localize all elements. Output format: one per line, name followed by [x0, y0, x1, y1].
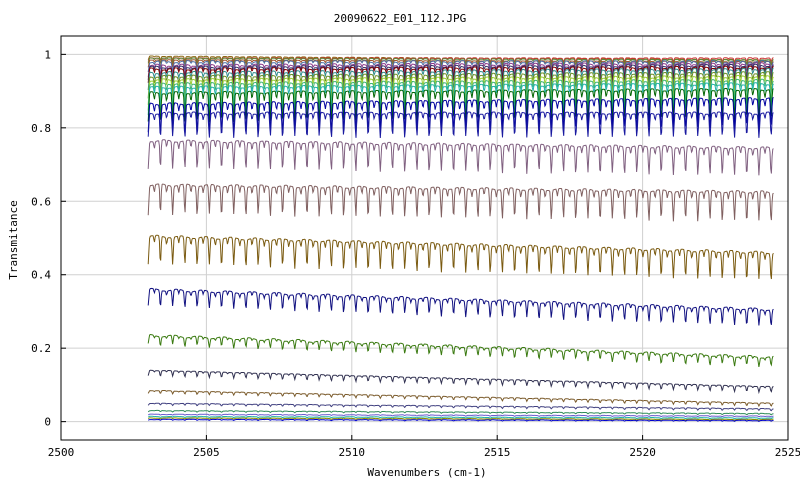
x-axis-ticks: 2500 2505 2510 2515 2520 2525 — [48, 435, 800, 459]
spectrum-series-line — [147, 139, 774, 176]
spectrum-series-line — [147, 71, 774, 99]
spectrum-series-line — [148, 418, 774, 422]
spectrum-series-line — [147, 63, 774, 81]
spectrum-series-line — [147, 183, 774, 222]
y-tick-label: 0 — [44, 416, 51, 429]
x-tick-label: 2520 — [629, 446, 656, 459]
y-axis-label: Transmitance — [7, 200, 20, 279]
x-tick-label: 2500 — [48, 446, 75, 459]
spectrum-series-line — [147, 97, 774, 134]
spectrum-series-line — [148, 415, 774, 420]
spectrum-series-line — [147, 74, 774, 105]
spectrum-series-line — [147, 234, 774, 280]
y-axis-ticks: 0 0.2 0.4 0.6 0.8 1 — [31, 48, 66, 429]
spectrum-series-line — [147, 333, 774, 367]
spectrum-series-line — [147, 57, 774, 64]
spectrum-series-line — [147, 413, 774, 418]
spectrum-series-line — [147, 390, 774, 408]
spectrum-series-line — [147, 111, 774, 139]
spectrum-series-line — [147, 60, 774, 74]
spectrum-series-line — [147, 369, 774, 395]
spectrum-series-line — [147, 57, 774, 68]
spectrum-series-line — [147, 287, 774, 326]
spectrum-series-line — [147, 67, 774, 92]
y-tick-label: 0.6 — [31, 195, 51, 208]
plot-frame — [60, 35, 789, 441]
x-tick-label: 2505 — [193, 446, 220, 459]
y-tick-label: 0.2 — [31, 342, 51, 355]
series-layer — [147, 55, 774, 422]
spectrum-series-line — [147, 82, 774, 116]
y-tick-label: 0.4 — [31, 269, 51, 282]
x-tick-label: 2515 — [484, 446, 511, 459]
x-tick-label: 2525 — [775, 446, 800, 459]
spectrum-series-line — [148, 417, 774, 421]
y-tick-label: 1 — [44, 48, 51, 61]
x-axis-label: Wavenumbers (cm-1) — [367, 466, 486, 479]
spectrum-series-line — [147, 402, 774, 412]
chart-title: 20090622_E01_112.JPG — [334, 12, 466, 25]
x-tick-label: 2510 — [339, 446, 366, 459]
spectrum-series-line — [147, 65, 774, 85]
spectrum-series-line — [147, 87, 774, 123]
spectrum-series-line — [147, 409, 774, 416]
y-tick-label: 0.8 — [31, 122, 51, 135]
